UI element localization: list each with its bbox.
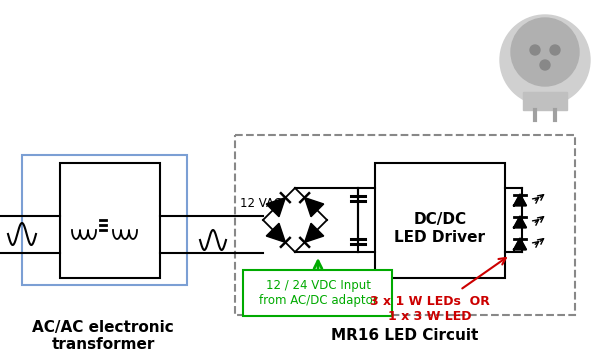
Bar	[375, 163, 505, 278]
Text: AC/AC electronic
transformer: AC/AC electronic transformer	[32, 320, 174, 352]
Text: DC/DC
LED Driver: DC/DC LED Driver	[395, 212, 485, 245]
Text: 12 / 24 VDC Input
from AC/DC adaptor: 12 / 24 VDC Input from AC/DC adaptor	[259, 279, 377, 307]
Text: MR16 LED Circuit: MR16 LED Circuit	[331, 328, 479, 343]
Circle shape	[500, 15, 590, 105]
Text: 3 x 1 W LEDs  OR
1 x 3 W LED: 3 x 1 W LEDs OR 1 x 3 W LED	[370, 295, 490, 323]
Circle shape	[550, 45, 560, 55]
FancyBboxPatch shape	[243, 270, 392, 316]
Bar	[523, 92, 567, 110]
Bar	[22, 155, 187, 285]
Polygon shape	[266, 223, 286, 242]
Circle shape	[511, 18, 579, 86]
Polygon shape	[266, 197, 286, 217]
Polygon shape	[305, 223, 324, 242]
Bar	[235, 135, 575, 315]
Polygon shape	[514, 238, 526, 249]
Polygon shape	[514, 195, 526, 205]
Circle shape	[530, 45, 540, 55]
Polygon shape	[305, 197, 324, 217]
Polygon shape	[514, 216, 526, 228]
Circle shape	[540, 60, 550, 70]
Bar	[60, 163, 160, 278]
Text: 12 VAC: 12 VAC	[240, 197, 282, 210]
